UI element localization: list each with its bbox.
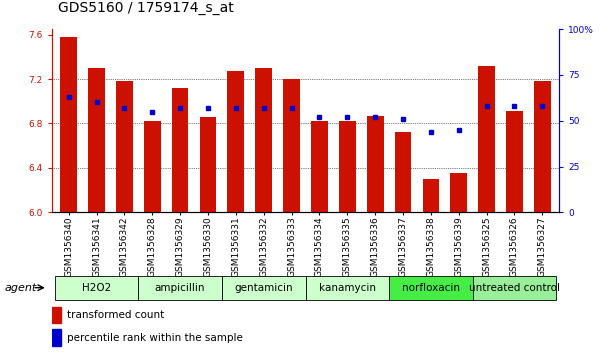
Text: gentamicin: gentamicin — [235, 283, 293, 293]
Bar — [88, 68, 105, 212]
FancyBboxPatch shape — [389, 277, 473, 300]
Bar — [200, 117, 216, 212]
FancyBboxPatch shape — [138, 277, 222, 300]
Bar — [255, 68, 272, 212]
Text: kanamycin: kanamycin — [319, 283, 376, 293]
FancyBboxPatch shape — [222, 277, 306, 300]
Bar — [52, 307, 61, 323]
Bar — [144, 121, 161, 212]
Bar — [284, 79, 300, 212]
Bar — [450, 174, 467, 212]
Bar — [339, 121, 356, 212]
Text: untreated control: untreated control — [469, 283, 560, 293]
Bar — [60, 37, 77, 212]
Bar — [478, 66, 495, 212]
Bar — [311, 121, 327, 212]
Text: agent: agent — [4, 283, 37, 293]
FancyBboxPatch shape — [306, 277, 389, 300]
Text: GDS5160 / 1759174_s_at: GDS5160 / 1759174_s_at — [58, 0, 234, 15]
Bar — [423, 179, 439, 212]
Text: transformed count: transformed count — [67, 310, 164, 320]
FancyBboxPatch shape — [473, 277, 556, 300]
Bar — [172, 88, 188, 212]
Text: percentile rank within the sample: percentile rank within the sample — [67, 333, 243, 343]
Bar — [367, 116, 384, 212]
Text: H2O2: H2O2 — [82, 283, 111, 293]
Bar — [395, 132, 411, 212]
Text: norfloxacin: norfloxacin — [402, 283, 460, 293]
Bar — [227, 71, 244, 212]
Bar — [534, 81, 551, 212]
Bar — [52, 329, 61, 346]
FancyBboxPatch shape — [55, 277, 138, 300]
Text: ampicillin: ampicillin — [155, 283, 205, 293]
Bar — [506, 111, 523, 212]
Bar — [116, 81, 133, 212]
